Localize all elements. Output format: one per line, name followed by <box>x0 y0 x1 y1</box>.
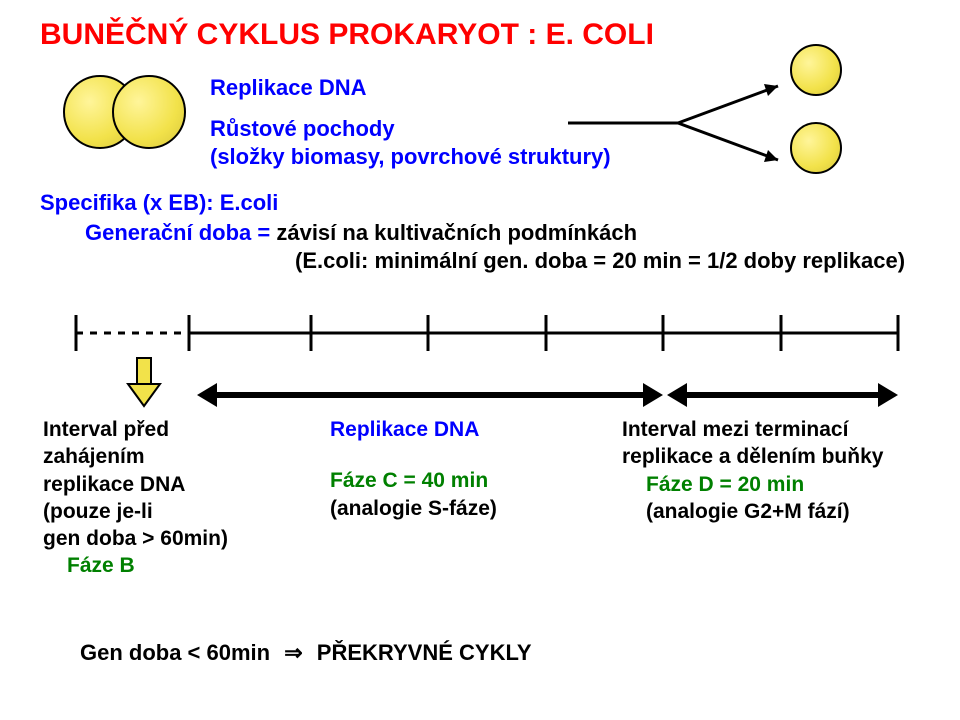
label-growth: Růstové pochody (složky biomasy, povrcho… <box>210 115 611 170</box>
label-specifika: Specifika (x EB): E.coli <box>40 190 278 216</box>
phase-b-l5: gen doba > 60min) <box>43 525 228 552</box>
phase-b-l4: (pouze je-li <box>43 498 228 525</box>
phase-c-block: Replikace DNA Fáze C = 40 min (analogie … <box>330 416 497 522</box>
phase-d-l1: Interval mezi terminací <box>622 416 883 443</box>
phase-d-label: Fáze D = 20 min <box>622 471 883 498</box>
phase-b-l2: zahájením <box>43 443 228 470</box>
down-arrow-icon <box>124 356 164 408</box>
page-title: BUNĚČNÝ CYKLUS PROKARYOT : E. COLI <box>40 18 654 52</box>
phase-d-l4: (analogie G2+M fází) <box>622 498 883 525</box>
implies-icon: ⇒ <box>276 640 310 666</box>
label-replication: Replikace DNA <box>210 75 367 101</box>
phase-d-arrow-icon <box>685 392 880 398</box>
bottom-suffix: PŘEKRYVNÉ CYKLY <box>317 640 532 665</box>
phase-b-block: Interval před zahájením replikace DNA (p… <box>43 416 228 580</box>
label-gen-detail: (E.coli: minimální gen. doba = 20 min = … <box>295 248 905 274</box>
label-gen-prefix: Generační doba = <box>85 220 276 245</box>
phase-c-l3: (analogie S-fáze) <box>330 495 497 522</box>
page: BUNĚČNÝ CYKLUS PROKARYOT : E. COLI Repli… <box>0 0 960 720</box>
phase-c-arrow-icon <box>215 392 645 398</box>
phase-c-label: Fáze C = 40 min <box>330 467 497 494</box>
timeline-icon <box>70 298 905 368</box>
phase-b-l1: Interval před <box>43 416 228 443</box>
bottom-note: Gen doba < 60min ⇒ PŘEKRYVNÉ CYKLY <box>80 640 532 666</box>
phase-c-l1: Replikace DNA <box>330 416 497 443</box>
spacer <box>330 443 497 467</box>
label-growth-l2: (složky biomasy, povrchové struktury) <box>210 144 611 169</box>
phase-b-label: Fáze B <box>43 552 228 579</box>
cell-daughter-bottom-icon <box>790 122 842 174</box>
cell-dividing-left-icon <box>112 75 186 149</box>
phase-d-l2: replikace a dělením buňky <box>622 443 883 470</box>
cell-daughter-top-icon <box>790 44 842 96</box>
phase-d-block: Interval mezi terminací replikace a děle… <box>622 416 883 525</box>
label-gen-time: Generační doba = závisí na kultivačních … <box>85 220 637 246</box>
bottom-prefix: Gen doba < 60min <box>80 640 270 665</box>
label-gen-suffix: závisí na kultivačních podmínkách <box>276 220 637 245</box>
label-growth-l1: Růstové pochody <box>210 116 395 141</box>
phase-b-l3: replikace DNA <box>43 471 228 498</box>
